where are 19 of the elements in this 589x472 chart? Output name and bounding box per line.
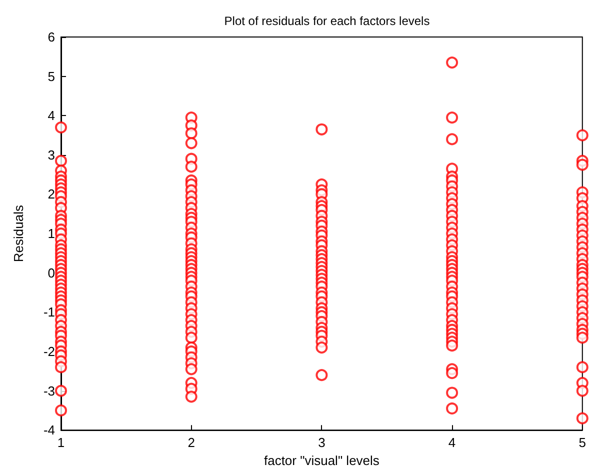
y-tick-label: 0 — [48, 265, 55, 280]
x-tick-label: 5 — [578, 435, 586, 450]
y-tick-label: 1 — [48, 226, 55, 242]
y-tick-label: -3 — [43, 383, 55, 398]
y-tick-label: 5 — [48, 68, 55, 84]
y-tick-label: 3 — [48, 147, 55, 162]
y-tick-label: 6 — [48, 30, 55, 44]
y-tick-label: -4 — [43, 422, 55, 438]
x-tick-label: 2 — [188, 435, 195, 450]
y-axis-title: Residuals — [11, 204, 26, 262]
y-tick-label: 4 — [48, 108, 55, 124]
x-tick-label: 3 — [318, 435, 326, 450]
x-tick-label: 1 — [57, 435, 65, 450]
y-tick-label: -2 — [43, 344, 55, 359]
y-tick-label: -1 — [43, 304, 55, 320]
chart-title: Plot of residuals for each factors levels — [224, 14, 430, 28]
y-tick-label: 2 — [48, 186, 55, 202]
x-tick-label: 4 — [448, 435, 456, 450]
x-axis-title: factor "visual" levels — [264, 453, 380, 468]
